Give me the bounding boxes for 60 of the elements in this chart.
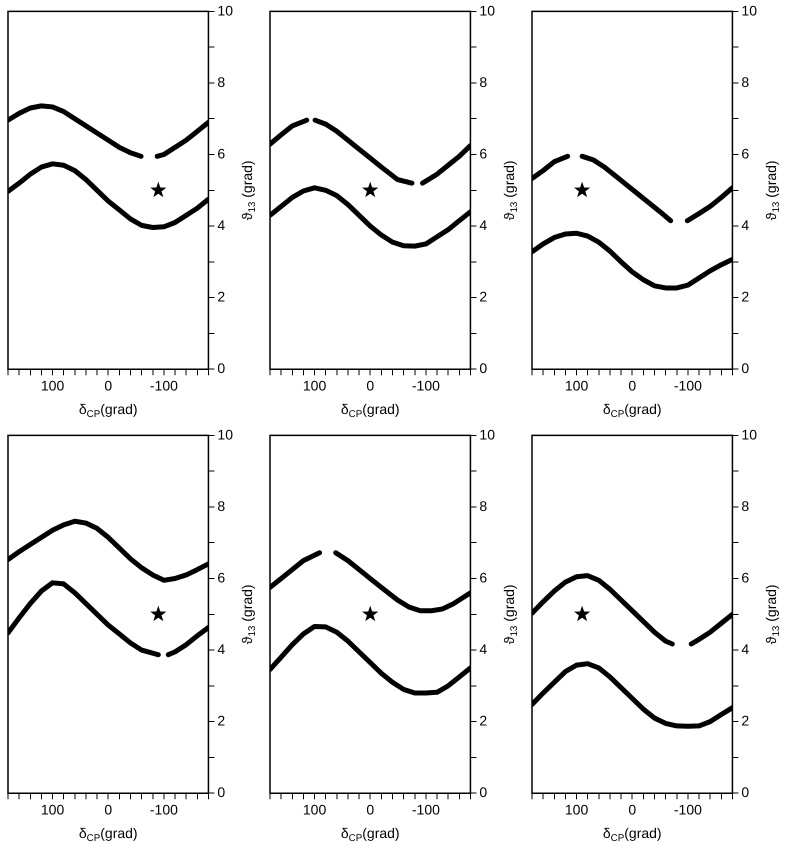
- y-tick-label: 6: [741, 145, 750, 162]
- x-tick-label: -100: [674, 377, 702, 394]
- x-tick-label: -100: [412, 377, 440, 394]
- y-tick-label: 2: [741, 712, 750, 728]
- x-tick-label: 0: [366, 377, 374, 394]
- y-tick-label: 4: [217, 640, 226, 657]
- y-tick-label: 10: [217, 2, 234, 18]
- y-tick-label: 2: [479, 712, 488, 728]
- x-tick-label: 0: [366, 801, 374, 818]
- y-axis-title: ϑ13 (grad): [762, 584, 782, 644]
- y-tick-label: 10: [741, 2, 758, 18]
- x-tick-label: -100: [150, 377, 178, 394]
- y-tick-label: 10: [479, 2, 496, 18]
- y-tick-label: 8: [479, 74, 488, 90]
- y-tick-label: 0: [217, 360, 226, 376]
- y-tick-label: 4: [479, 216, 488, 233]
- y-tick-label: 4: [741, 640, 750, 657]
- x-tick-label: 100: [564, 801, 588, 818]
- x-tick-label: 100: [40, 377, 64, 394]
- x-tick-label: -100: [412, 801, 440, 818]
- y-tick-label: 4: [479, 640, 488, 657]
- x-tick-label: 0: [104, 377, 112, 394]
- y-tick-label: 0: [741, 784, 750, 800]
- y-tick-label: 2: [479, 288, 488, 304]
- y-tick-label: 2: [217, 712, 226, 728]
- y-tick-label: 0: [479, 360, 488, 376]
- y-tick-label: 6: [741, 569, 750, 586]
- y-tick-label: 0: [479, 784, 488, 800]
- y-tick-label: 6: [479, 145, 488, 162]
- y-tick-label: 6: [217, 569, 226, 586]
- y-tick-label: 2: [741, 288, 750, 304]
- y-axis-title: ϑ13 (grad): [238, 584, 258, 644]
- y-tick-label: 0: [217, 784, 226, 800]
- y-axis-title: ϑ13 (grad): [500, 584, 520, 644]
- y-axis-title: ϑ13 (grad): [500, 160, 520, 220]
- y-tick-label: 8: [217, 498, 226, 514]
- y-tick-label: 4: [217, 216, 226, 233]
- y-tick-label: 8: [741, 74, 750, 90]
- y-tick-label: 4: [741, 216, 750, 233]
- y-tick-label: 10: [741, 426, 758, 442]
- y-tick-label: 10: [479, 426, 496, 442]
- y-tick-label: 8: [217, 74, 226, 90]
- x-tick-label: 100: [302, 801, 326, 818]
- y-tick-label: 8: [741, 498, 750, 514]
- x-tick-label: 100: [302, 377, 326, 394]
- x-tick-label: 100: [564, 377, 588, 394]
- x-tick-label: 0: [104, 801, 112, 818]
- y-tick-label: 2: [217, 288, 226, 304]
- x-tick-label: -100: [150, 801, 178, 818]
- y-axis-title: ϑ13 (grad): [238, 160, 258, 220]
- y-tick-label: 0: [741, 360, 750, 376]
- x-tick-label: 0: [628, 801, 636, 818]
- y-tick-label: 6: [479, 569, 488, 586]
- x-tick-label: -100: [674, 801, 702, 818]
- y-tick-label: 6: [217, 145, 226, 162]
- x-tick-label: 100: [40, 801, 64, 818]
- y-tick-label: 10: [217, 426, 234, 442]
- y-tick-label: 8: [479, 498, 488, 514]
- y-axis-title: ϑ13 (grad): [762, 160, 782, 220]
- x-tick-label: 0: [628, 377, 636, 394]
